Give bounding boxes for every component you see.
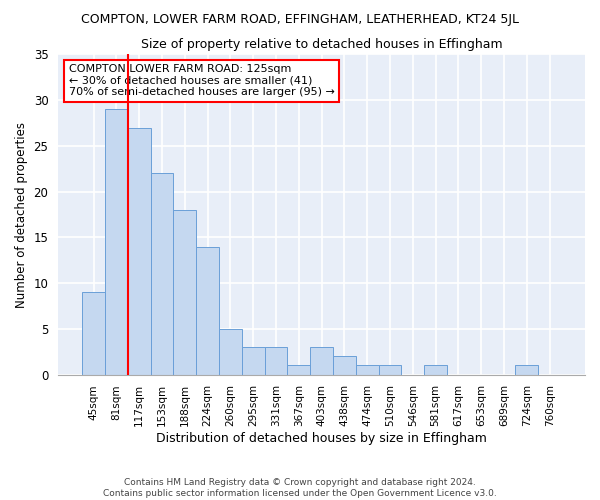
Bar <box>219 329 242 374</box>
Bar <box>424 366 447 374</box>
Bar <box>151 174 173 374</box>
Y-axis label: Number of detached properties: Number of detached properties <box>15 122 28 308</box>
Bar <box>105 110 128 374</box>
Text: COMPTON LOWER FARM ROAD: 125sqm
← 30% of detached houses are smaller (41)
70% of: COMPTON LOWER FARM ROAD: 125sqm ← 30% of… <box>68 64 335 97</box>
Bar <box>265 347 287 374</box>
Bar <box>242 347 265 374</box>
Bar <box>379 366 401 374</box>
Bar <box>82 292 105 374</box>
Title: Size of property relative to detached houses in Effingham: Size of property relative to detached ho… <box>141 38 502 51</box>
Bar <box>287 366 310 374</box>
Bar <box>196 246 219 374</box>
Bar <box>515 366 538 374</box>
Bar <box>173 210 196 374</box>
Text: COMPTON, LOWER FARM ROAD, EFFINGHAM, LEATHERHEAD, KT24 5JL: COMPTON, LOWER FARM ROAD, EFFINGHAM, LEA… <box>81 12 519 26</box>
Text: Contains HM Land Registry data © Crown copyright and database right 2024.
Contai: Contains HM Land Registry data © Crown c… <box>103 478 497 498</box>
X-axis label: Distribution of detached houses by size in Effingham: Distribution of detached houses by size … <box>156 432 487 445</box>
Bar <box>128 128 151 374</box>
Bar <box>333 356 356 374</box>
Bar <box>356 366 379 374</box>
Bar <box>310 347 333 374</box>
